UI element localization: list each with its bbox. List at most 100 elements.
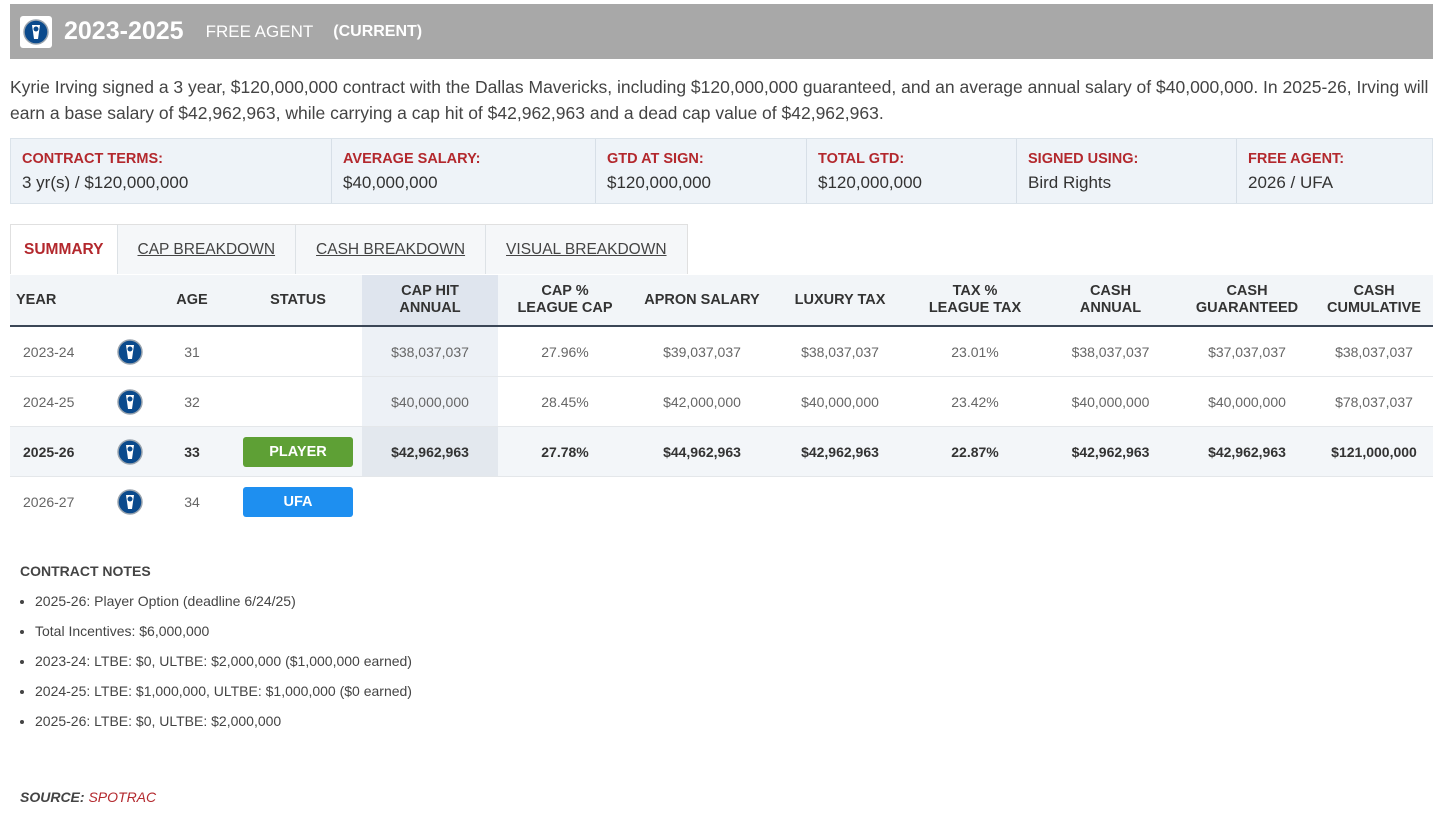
term-gtd-at-sign: GTD AT SIGN: $120,000,000 — [596, 139, 807, 203]
tab-cash-breakdown[interactable]: CASH BREAKDOWN — [295, 225, 485, 274]
cell-age: 34 — [184, 494, 200, 510]
cell-cash-cum: $38,037,037 — [1335, 343, 1413, 360]
col-cash-annual: CASH ANNUAL — [1042, 275, 1179, 325]
tab-summary[interactable]: SUMMARY — [11, 225, 117, 274]
cell-cash-gtd — [1179, 477, 1315, 527]
table-row: 2023-24 31 $38,037,037 27.96% $39,037,03… — [10, 327, 1433, 377]
cell-tax-pct: 23.42% — [951, 393, 999, 410]
contract-header: 2023-2025 FREE AGENT (CURRENT) — [10, 4, 1433, 59]
contract-years: 2023-2025 — [64, 17, 184, 45]
team-logo-icon — [110, 427, 150, 476]
table-row-current: 2025-26 33 PLAYER $42,962,963 27.78% $44… — [10, 427, 1433, 477]
term-value: 2026 / UFA — [1248, 173, 1334, 192]
col-logo — [110, 275, 150, 325]
cell-apron: $42,000,000 — [663, 393, 741, 410]
col-cash-annual-line2: ANNUAL — [1079, 300, 1142, 316]
cell-age: 33 — [184, 443, 200, 460]
term-signed-using: SIGNED USING: Bird Rights — [1017, 139, 1237, 203]
team-logo-icon — [110, 377, 150, 426]
cell-cash-gtd: $40,000,000 — [1208, 393, 1286, 410]
col-tax-pct-line2: LEAGUE TAX — [928, 300, 1022, 316]
cell-cash-gtd: $42,962,963 — [1208, 443, 1286, 460]
col-age: AGE — [176, 291, 208, 308]
term-contract: CONTRACT TERMS: 3 yr(s) / $120,000,000 — [11, 139, 332, 203]
col-cash-gtd-line1: CASH — [1226, 283, 1268, 299]
contract-description: Kyrie Irving signed a 3 year, $120,000,0… — [10, 77, 1429, 123]
source-label: SOURCE: — [20, 789, 85, 805]
col-cash-cum-line2: CUMULATIVE — [1327, 300, 1421, 316]
cell-year: 2025-26 — [23, 443, 75, 460]
cell-age: 31 — [184, 343, 200, 360]
term-label: CONTRACT TERMS: — [22, 151, 163, 167]
cell-luxury: $42,962,963 — [801, 443, 879, 460]
cell-cap-pct: 28.45% — [541, 393, 589, 410]
cell-cap-pct: 27.78% — [541, 443, 589, 460]
cell-cash-cum — [1315, 477, 1433, 527]
term-average-salary: AVERAGE SALARY: $40,000,000 — [332, 139, 596, 203]
cell-luxury: $38,037,037 — [801, 343, 879, 360]
cell-year: 2023-24 — [23, 343, 75, 360]
term-value: $120,000,000 — [607, 173, 711, 192]
col-cash-cum-line1: CASH — [1353, 283, 1395, 299]
tab-visual-breakdown[interactable]: VISUAL BREAKDOWN — [485, 225, 687, 274]
cell-status: PLAYER — [234, 427, 362, 476]
cell-cash-annual — [1042, 477, 1179, 527]
term-value: Bird Rights — [1028, 173, 1112, 192]
cell-apron — [632, 477, 772, 527]
term-label: FREE AGENT: — [1248, 151, 1345, 167]
cell-apron: $39,037,037 — [663, 343, 741, 360]
team-logo-icon — [110, 327, 150, 376]
col-cap-hit-line2: ANNUAL — [399, 300, 461, 316]
cell-cap-pct: 27.96% — [541, 343, 589, 360]
col-cap-hit-line1: CAP HIT — [401, 283, 459, 299]
contract-notes: CONTRACT NOTES 2025-26: Player Option (d… — [20, 563, 412, 743]
col-status: STATUS — [270, 291, 326, 308]
col-cash-annual-line1: CASH — [1089, 283, 1132, 299]
term-free-agent: FREE AGENT: 2026 / UFA — [1237, 139, 1432, 203]
term-label: AVERAGE SALARY: — [343, 151, 481, 167]
col-cash-guaranteed: CASH GUARANTEED — [1179, 275, 1315, 325]
cell-status — [234, 327, 362, 376]
col-tax-pct: TAX % LEAGUE TAX — [908, 275, 1042, 325]
term-value: $120,000,000 — [818, 173, 922, 192]
note-item: 2023-24: LTBE: $0, ULTBE: $2,000,000 ($1… — [35, 653, 412, 683]
term-value: $40,000,000 — [343, 173, 438, 192]
cell-cash-cum: $78,037,037 — [1335, 393, 1413, 410]
free-agent-label: FREE AGENT — [205, 21, 314, 41]
term-label: TOTAL GTD: — [818, 151, 905, 167]
cell-tax-pct: 23.01% — [951, 343, 999, 360]
col-cap-pct-line1: CAP % — [541, 283, 589, 299]
tab-cap-breakdown[interactable]: CAP BREAKDOWN — [116, 225, 296, 274]
breakdown-tabs: SUMMARY CAP BREAKDOWN CASH BREAKDOWN VIS… — [10, 224, 688, 274]
term-label: SIGNED USING: — [1028, 151, 1139, 167]
mavericks-logo-icon — [20, 15, 52, 48]
col-apron-salary: APRON SALARY — [644, 291, 760, 308]
cell-age: 32 — [184, 393, 200, 410]
contract-summary-table: YEAR AGE STATUS CAP HIT ANNUAL CAP % LEA… — [10, 275, 1433, 527]
cell-apron: $44,962,963 — [663, 443, 741, 460]
note-item: 2025-26: LTBE: $0, ULTBE: $2,000,000 — [35, 713, 412, 743]
note-item: 2025-26: Player Option (deadline 6/24/25… — [35, 593, 412, 623]
col-cash-gtd-line2: GUARANTEED — [1195, 300, 1299, 316]
cell-cap-hit: $40,000,000 — [362, 377, 498, 426]
contract-notes-list: 2025-26: Player Option (deadline 6/24/25… — [20, 593, 412, 743]
col-cap-pct: CAP % LEAGUE CAP — [498, 275, 632, 325]
table-row: 2026-27 34 UFA — [10, 477, 1433, 527]
col-cap-hit: CAP HIT ANNUAL — [362, 275, 498, 325]
cell-cash-gtd: $37,037,037 — [1208, 343, 1286, 360]
cell-luxury: $40,000,000 — [801, 393, 879, 410]
col-cash-cumulative: CASH CUMULATIVE — [1315, 275, 1433, 325]
team-logo-icon — [110, 477, 150, 527]
ufa-badge: UFA — [243, 487, 353, 517]
term-label: GTD AT SIGN: — [607, 151, 704, 167]
cell-tax-pct: 22.87% — [951, 443, 999, 460]
note-item: Total Incentives: $6,000,000 — [35, 623, 412, 653]
cell-cap-hit: $42,962,963 — [362, 427, 498, 476]
cell-year: 2024-25 — [23, 393, 75, 410]
cell-cap-hit: $38,037,037 — [362, 327, 498, 376]
note-item: 2024-25: LTBE: $1,000,000, ULTBE: $1,000… — [35, 683, 412, 713]
cell-luxury — [772, 477, 908, 527]
term-total-gtd: TOTAL GTD: $120,000,000 — [807, 139, 1017, 203]
source-link[interactable]: SPOTRAC — [88, 789, 157, 805]
cell-cash-annual: $42,962,963 — [1071, 443, 1150, 460]
